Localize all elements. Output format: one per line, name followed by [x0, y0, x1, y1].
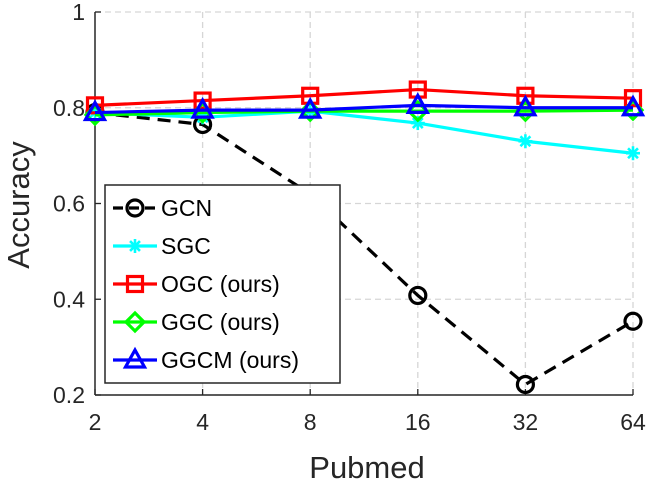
x-tick-label: 8: [304, 409, 317, 435]
legend-item: GGC (ours): [113, 309, 280, 335]
y-axis-title: Accuracy: [1, 141, 36, 269]
square-marker: [85, 96, 105, 115]
square-marker: [125, 274, 145, 294]
x-tick-label: 4: [196, 409, 209, 435]
circle-marker: [125, 198, 145, 218]
series-line: [94, 110, 634, 387]
series-line: [94, 109, 634, 155]
y-tick-label: 1: [72, 0, 85, 25]
star-stroke: [627, 147, 639, 160]
star-marker: [626, 146, 640, 161]
legend-item: GGCM (ours): [113, 346, 299, 373]
tick-labels: 2 4 8 16 32 64 0.2 0.4 0.6 0.8 1: [53, 0, 646, 435]
axes: [94, 11, 634, 396]
legend-label: GCN: [161, 195, 212, 221]
square-marker: [623, 89, 643, 108]
triangle-marker: [190, 96, 215, 119]
y-tick-label: 0.2: [53, 382, 85, 408]
x-tick-label: 2: [89, 409, 102, 435]
x-axis-title: Pubmed: [309, 450, 424, 485]
y-tick-label: 0.6: [53, 191, 85, 217]
star-stroke: [129, 240, 141, 252]
x-tick-label: 64: [620, 409, 646, 435]
legend-item: SGC: [113, 233, 211, 259]
star-marker: [128, 239, 142, 253]
star-marker: [410, 116, 425, 131]
legend-label: GGCM (ours): [161, 347, 299, 373]
star-marker: [518, 134, 533, 149]
triangle-marker: [297, 96, 323, 119]
legend: GCN SGC OGC (ours) GGC (ours) GGCM (ours): [104, 184, 341, 384]
square-marker: [193, 91, 212, 110]
series-line: [94, 87, 634, 107]
star-stroke: [411, 117, 424, 129]
legend-label: OGC (ours): [161, 271, 280, 297]
series-line: [94, 103, 633, 115]
circle-marker: [408, 285, 428, 306]
triangle-marker: [122, 346, 148, 369]
legend-item: GCN: [113, 195, 212, 221]
y-tick-label: 0.8: [53, 95, 85, 121]
circle-marker: [515, 374, 536, 395]
triangle-marker: [82, 99, 108, 122]
legend-label: GGC (ours): [161, 309, 280, 335]
legend-item: OGC (ours): [113, 271, 280, 297]
triangle-marker: [620, 94, 646, 117]
series-ggcm: [82, 92, 646, 122]
x-tick-label: 16: [405, 409, 431, 435]
star-stroke: [519, 135, 532, 148]
x-tick-label: 32: [513, 409, 539, 435]
diamond-marker: [123, 310, 147, 334]
triangle-marker: [405, 92, 431, 114]
y-tick-label: 0.4: [53, 286, 85, 312]
legend-label: SGC: [161, 233, 211, 259]
circle-marker: [623, 311, 643, 331]
triangle-marker: [513, 94, 538, 117]
series-group: [82, 80, 646, 395]
series-line: [94, 108, 634, 117]
